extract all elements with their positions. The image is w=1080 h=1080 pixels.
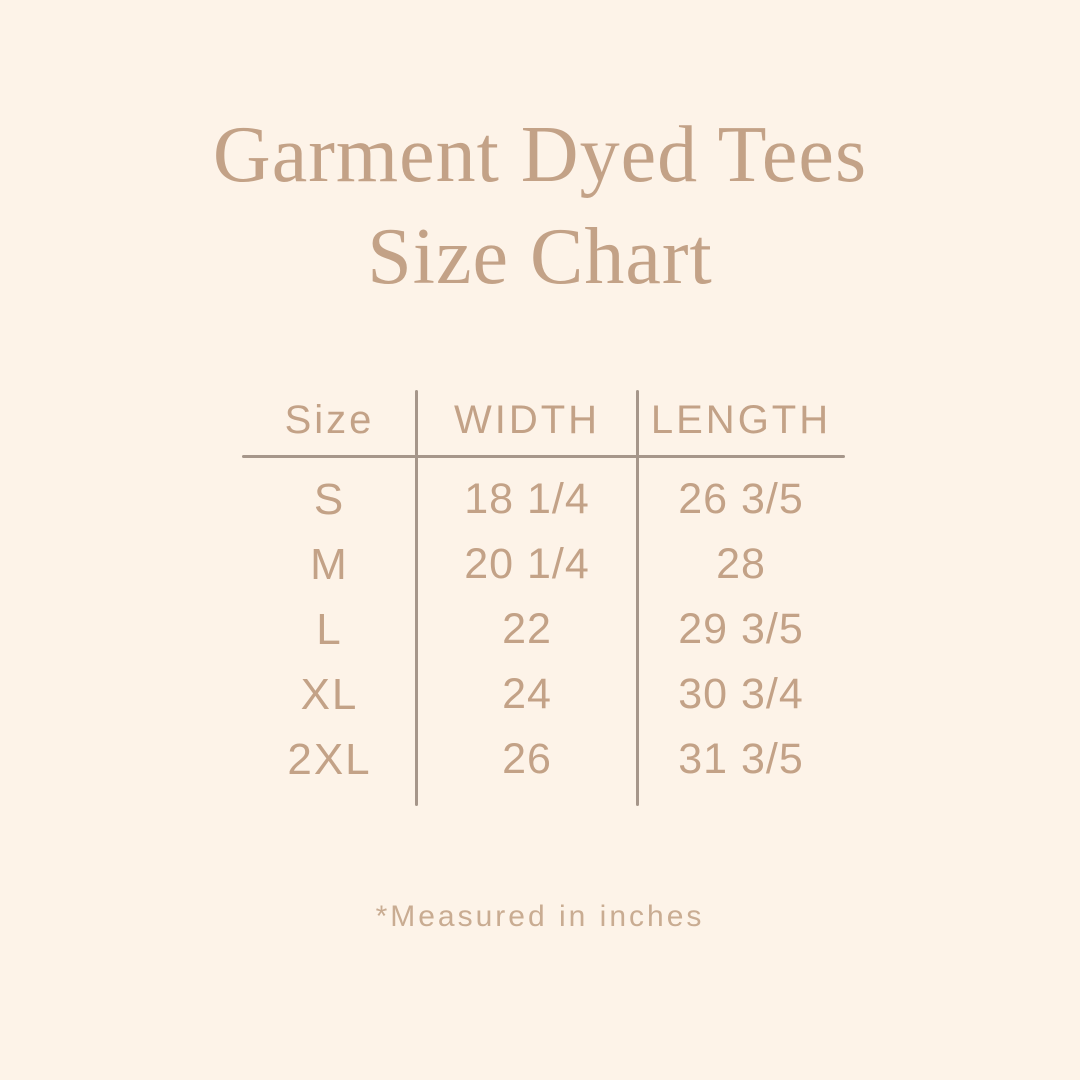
size-table-grid: Size WIDTH LENGTH S 18 1/4 26 3/5 M 20 1… [242,388,845,792]
size-label-s: S [313,474,346,524]
width-value-s: 18 1/4 [464,475,590,523]
measurement-footnote: *Measured in inches [375,900,705,933]
column-header-size: Size [284,398,375,442]
width-value-m: 20 1/4 [464,540,590,588]
width-value-l: 22 [502,605,552,653]
length-value-xl: 30 3/4 [678,670,804,718]
size-label-xl: XL [300,669,359,719]
size-label-m: M [310,539,349,589]
width-value-xl: 24 [502,670,552,718]
length-value-2xl: 31 3/5 [678,735,804,783]
length-value-m: 28 [716,540,766,588]
size-label-2xl: 2XL [287,734,372,784]
column-header-width: WIDTH [453,398,601,442]
length-value-s: 26 3/5 [678,475,804,523]
column-header-length: LENGTH [650,398,832,442]
header-rule [242,455,845,458]
length-value-l: 29 3/5 [678,605,804,653]
width-value-2xl: 26 [502,735,552,783]
page-title-line2: Size Chart [367,213,713,301]
size-label-l: L [316,604,343,654]
page-title: Garment Dyed Tees Size Chart [0,0,1080,308]
page-title-line1: Garment Dyed Tees [212,111,868,199]
size-table: Size WIDTH LENGTH S 18 1/4 26 3/5 M 20 1… [242,388,845,808]
column-divider-1 [415,390,418,806]
column-divider-2 [636,390,639,806]
